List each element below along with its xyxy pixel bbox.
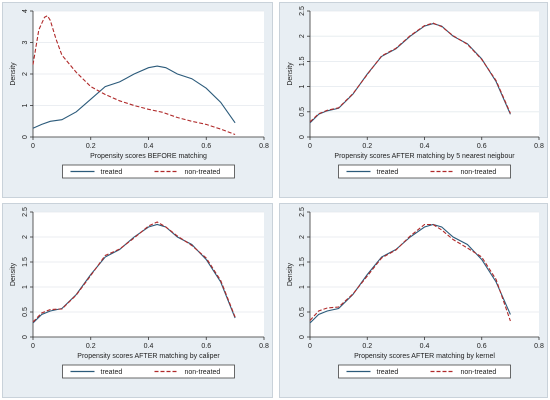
y-tick-label: 3 (22, 40, 29, 44)
x-tick-label: 0.8 (259, 343, 269, 350)
y-tick-label: 2 (22, 235, 29, 239)
x-tick-label: 0.2 (362, 343, 372, 350)
y-tick-label: 0.5 (22, 307, 29, 317)
x-axis-title: Propensity scores AFTER matching by cali… (77, 353, 220, 360)
y-tick-label: 1 (22, 103, 29, 107)
y-tick-label: 2.5 (22, 207, 29, 217)
x-tick-label: 0 (31, 343, 35, 350)
y-tick-label: 0 (299, 335, 306, 339)
legend-label-non-treated: non-treated (461, 169, 497, 176)
y-tick-label: 0 (299, 135, 306, 139)
y-tick-label: 1.5 (299, 257, 306, 267)
y-tick-label: 2.5 (299, 6, 306, 16)
chart-svg: 0 0.5 1 1.5 2 2.5 0 0.2 0.4 0.6 0.8 Propensity scor… (287, 207, 544, 379)
chart-svg: 0 1 2 3 4 0 0.2 0.4 0.6 0.8 Propensity scores BEFO… (10, 9, 269, 179)
series-line-non-treated (309, 223, 511, 322)
x-tick-label: 0.8 (534, 343, 544, 350)
y-axis-title: Density (10, 262, 17, 286)
chart-svg: 0 0.5 1 1.5 2 2.5 0 0.2 0.4 0.6 0.8 Propensity scor… (287, 6, 544, 179)
y-tick-label: 4 (22, 9, 29, 13)
y-tick-label: 0 (22, 335, 29, 339)
y-axis-title: Density (287, 62, 294, 86)
x-tick-label: 0.6 (477, 343, 487, 350)
y-tick-label: 1 (299, 285, 306, 289)
x-tick-label: 0.6 (477, 143, 487, 150)
y-tick-label: 2 (22, 72, 29, 76)
x-tick-label: 0.4 (144, 343, 154, 350)
x-tick-label: 0 (308, 343, 312, 350)
legend-label-treated: treated (377, 169, 399, 176)
x-tick-label: 0.6 (201, 143, 211, 150)
y-tick-label: 0 (22, 135, 29, 139)
legend (62, 164, 235, 179)
y-tick-label: 2 (299, 235, 306, 239)
x-axis-title: Propensity scores BEFORE matching (90, 153, 207, 160)
x-tick-label: 0.8 (259, 143, 269, 150)
series-line-treated (32, 65, 236, 129)
y-tick-label: 1.5 (22, 257, 29, 267)
y-tick-label: 1 (299, 85, 306, 89)
series-line-non-treated (32, 221, 236, 323)
x-tick-label: 0.2 (86, 143, 96, 150)
x-axis-title: Propensity scores AFTER matching by 5 ne… (334, 153, 515, 160)
legend-label-treated: treated (101, 169, 123, 176)
x-tick-label: 0.4 (420, 143, 430, 150)
legend (338, 164, 511, 179)
x-tick-label: 0 (31, 143, 35, 150)
y-tick-label: 0.5 (299, 107, 306, 117)
legend-label-non-treated: non-treated (185, 369, 221, 376)
chart-panel-caliper: 0 0.5 1 1.5 2 2.5 0 0.2 0.4 0.6 0.8 Propensity scor… (2, 203, 273, 398)
legend-label-treated: treated (101, 369, 123, 376)
legend (338, 364, 511, 379)
legend (62, 364, 235, 379)
y-tick-label: 2 (299, 34, 306, 38)
y-axis-title: Density (10, 62, 17, 86)
chart-panel-before: 0 1 2 3 4 0 0.2 0.4 0.6 0.8 Propensity scores BEFO… (2, 2, 273, 198)
plot-area (33, 212, 264, 337)
legend-label-non-treated: non-treated (185, 169, 221, 176)
x-tick-label: 0.2 (86, 343, 96, 350)
y-axis-title: Density (287, 262, 294, 286)
chart-panel-kernel: 0 0.5 1 1.5 2 2.5 0 0.2 0.4 0.6 0.8 Propensity scor… (279, 203, 548, 398)
y-tick-label: 1.5 (299, 56, 306, 66)
y-tick-label: 2.5 (299, 207, 306, 217)
x-tick-label: 0.4 (144, 143, 154, 150)
chart-svg: 0 0.5 1 1.5 2 2.5 0 0.2 0.4 0.6 0.8 Propensity scor… (10, 207, 269, 379)
x-tick-label: 0.6 (201, 343, 211, 350)
series-line-non-treated (32, 14, 236, 136)
x-tick-label: 0.8 (534, 143, 544, 150)
x-axis-title: Propensity scores AFTER matching by kern… (354, 353, 495, 360)
plot-area (310, 212, 539, 337)
chart-panel-nearest-neighbour: 0 0.5 1 1.5 2 2.5 0 0.2 0.4 0.6 0.8 Propensity scor… (279, 2, 548, 198)
series-line-non-treated (309, 22, 511, 123)
x-tick-label: 0 (308, 143, 312, 150)
plot-area (310, 11, 539, 137)
x-tick-label: 0.4 (420, 343, 430, 350)
y-tick-label: 1 (22, 285, 29, 289)
legend-label-treated: treated (377, 369, 399, 376)
legend-label-non-treated: non-treated (461, 369, 497, 376)
series-line-treated (309, 223, 511, 324)
y-tick-label: 0.5 (299, 307, 306, 317)
x-tick-label: 0.2 (362, 143, 372, 150)
